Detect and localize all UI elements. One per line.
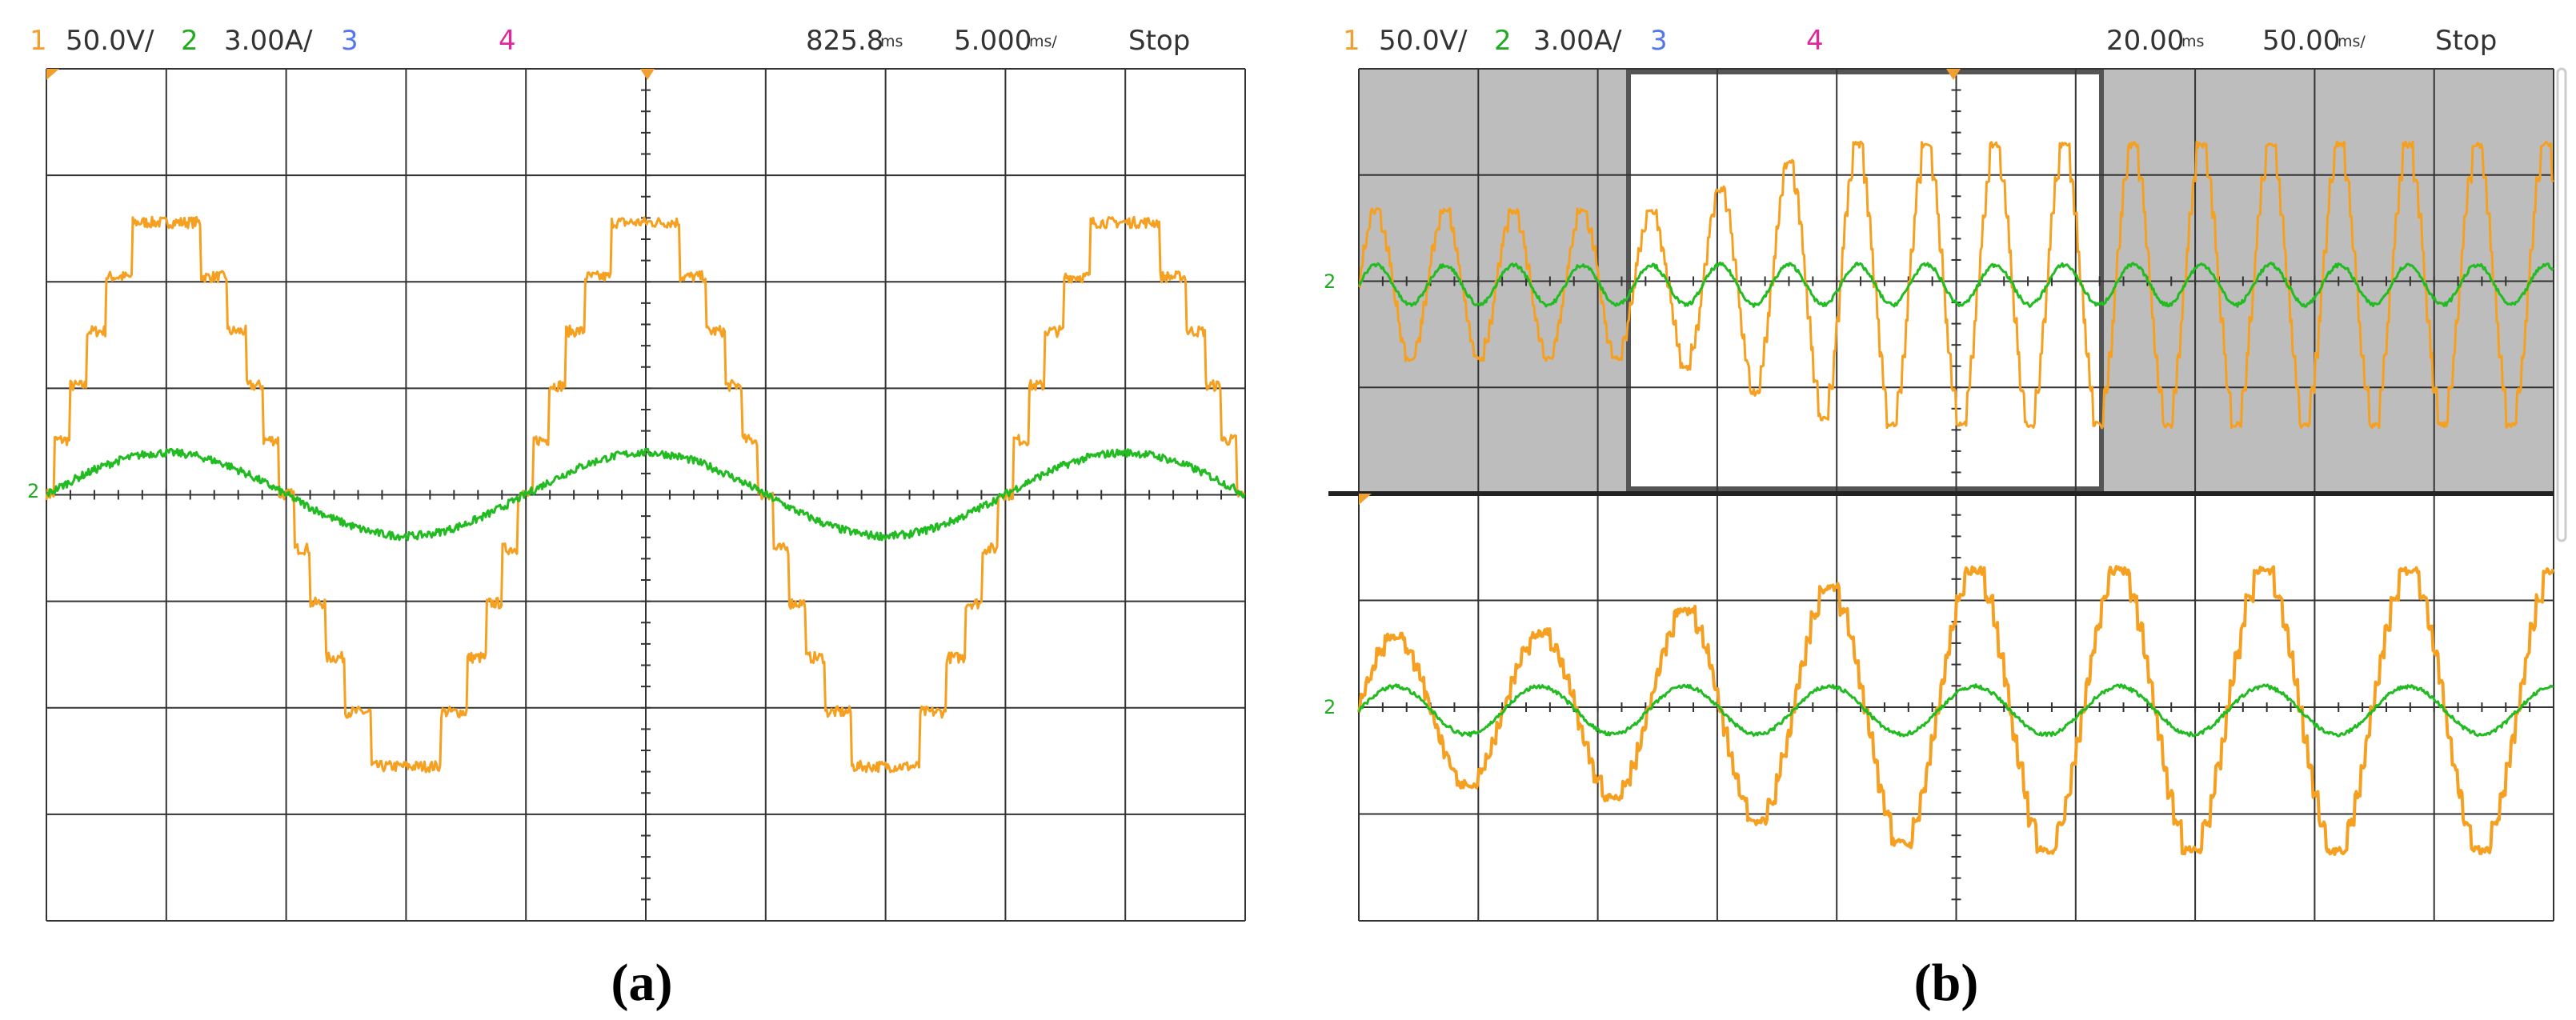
trigger-marker xyxy=(46,69,59,80)
time-value: 825.8 xyxy=(806,25,883,57)
current-trace xyxy=(1358,262,2554,308)
caption: (a) xyxy=(611,954,673,1012)
scrollbar xyxy=(2556,67,2567,542)
header-a: 1 50.0V/ 2 3.00A/ 3 4 825.8 ms 5.000 ms/… xyxy=(30,25,1190,57)
scale-value: 50.00 xyxy=(2262,25,2340,57)
scale-value: 5.000 xyxy=(954,25,1032,57)
trigger-marker xyxy=(1946,69,1961,80)
ch1-scale: 50.0V/ xyxy=(66,25,154,57)
time-unit: ms xyxy=(2181,33,2204,50)
current-trace xyxy=(46,447,1246,542)
ground-marker: 2 xyxy=(1324,696,1336,718)
ground-marker: 2 xyxy=(27,480,39,502)
ch1-label: 1 xyxy=(30,25,47,57)
trigger-marker xyxy=(640,69,655,80)
status: Stop xyxy=(1128,25,1190,57)
ch3-label: 3 xyxy=(1650,25,1668,57)
waveforms xyxy=(45,140,2555,856)
trigger-marker xyxy=(1359,494,1372,505)
scale-unit: ms/ xyxy=(2338,33,2366,50)
status: Stop xyxy=(2435,25,2497,57)
caption: (b) xyxy=(1914,954,1979,1012)
ch3-label: 3 xyxy=(341,25,359,57)
current-trace xyxy=(1357,683,2554,738)
voltage-trace xyxy=(1357,140,2554,430)
header-b: 1 50.0V/ 2 3.00A/ 3 4 20.00 ms 50.00 ms/… xyxy=(1343,25,2497,57)
ch1-label: 1 xyxy=(1343,25,1360,57)
ground-marker: 2 xyxy=(1324,270,1336,293)
time-value: 20.00 xyxy=(2106,25,2184,57)
voltage-trace xyxy=(45,215,1246,774)
ch4-label: 4 xyxy=(499,25,516,57)
voltage-trace xyxy=(1357,565,2555,856)
time-unit: ms xyxy=(880,33,903,50)
scale-unit: ms/ xyxy=(1029,33,1057,50)
ch2-scale: 3.00A/ xyxy=(224,25,313,57)
ch4-label: 4 xyxy=(1806,25,1824,57)
ch1-scale: 50.0V/ xyxy=(1379,25,1468,57)
ch2-label: 2 xyxy=(1494,25,1512,57)
ch2-scale: 3.00A/ xyxy=(1533,25,1622,57)
ch2-label: 2 xyxy=(181,25,198,57)
